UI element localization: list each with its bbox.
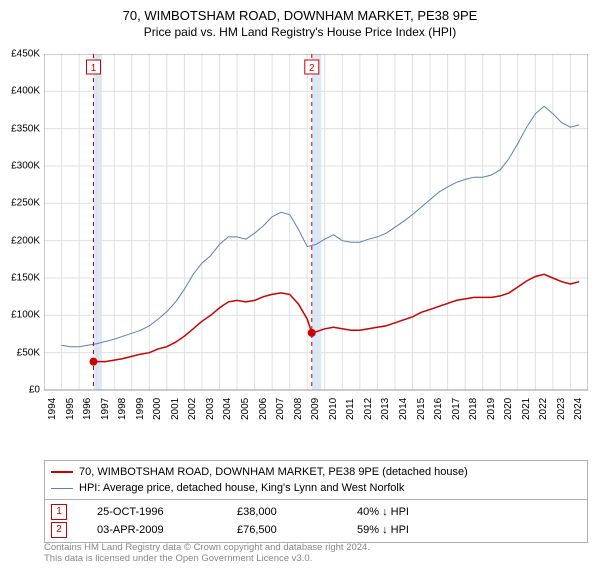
event-price: £76,500 (237, 521, 327, 539)
x-tick-label: 2001 (170, 398, 181, 420)
y-tick-label: £50K (17, 347, 40, 358)
x-tick-label: 2017 (451, 398, 462, 420)
event-row: 2 03-APR-2009 £76,500 59% ↓ HPI (51, 521, 581, 539)
x-tick-label: 2013 (380, 398, 391, 420)
legend-item: 70, WIMBOTSHAM ROAD, DOWNHAM MARKET, PE3… (51, 464, 581, 480)
x-tick-label: 1995 (65, 398, 76, 420)
legend-label: 70, WIMBOTSHAM ROAD, DOWNHAM MARKET, PE3… (79, 464, 468, 480)
y-tick-label: £350K (11, 123, 40, 134)
x-tick-label: 2007 (275, 398, 286, 420)
svg-text:1: 1 (91, 63, 97, 74)
x-tick-label: 2008 (293, 398, 304, 420)
event-marker: 1 (51, 504, 67, 520)
x-tick-label: 2000 (152, 398, 163, 420)
footer-line: Contains HM Land Registry data © Crown c… (44, 542, 588, 553)
x-tick-label: 2023 (556, 398, 567, 420)
legend-swatch (51, 488, 73, 489)
x-tick-label: 2010 (328, 398, 339, 420)
x-tick-label: 2006 (258, 398, 269, 420)
chart-subtitle: Price paid vs. HM Land Registry's House … (0, 25, 600, 39)
x-tick-label: 1997 (100, 398, 111, 420)
y-tick-label: £250K (11, 198, 40, 209)
x-tick-label: 2003 (205, 398, 216, 420)
x-tick-label: 2014 (398, 398, 409, 420)
x-tick-label: 2016 (433, 398, 444, 420)
x-tick-label: 2012 (363, 398, 374, 420)
x-tick-label: 2004 (222, 398, 233, 420)
x-tick-label: 2019 (486, 398, 497, 420)
x-tick-label: 2011 (345, 398, 356, 420)
chart-title: 70, WIMBOTSHAM ROAD, DOWNHAM MARKET, PE3… (0, 8, 600, 23)
x-tick-label: 2005 (240, 398, 251, 420)
chart-svg: 12 (44, 54, 588, 414)
svg-text:2: 2 (309, 63, 315, 74)
x-tick-label: 1999 (135, 398, 146, 420)
x-tick-label: 2002 (187, 398, 198, 420)
chart-plot-area: 12 (44, 54, 588, 414)
x-tick-label: 2020 (503, 398, 514, 420)
legend: 70, WIMBOTSHAM ROAD, DOWNHAM MARKET, PE3… (44, 460, 588, 500)
y-tick-label: £0 (29, 385, 40, 396)
x-tick-label: 2009 (310, 398, 321, 420)
legend-label: HPI: Average price, detached house, King… (79, 480, 404, 496)
event-hpi: 40% ↓ HPI (357, 503, 457, 521)
y-tick-label: £450K (11, 49, 40, 60)
x-tick-label: 1998 (117, 398, 128, 420)
legend-item: HPI: Average price, detached house, King… (51, 480, 581, 496)
events-table: 1 25-OCT-1996 £38,000 40% ↓ HPI 2 03-APR… (44, 499, 588, 543)
footer-line: This data is licensed under the Open Gov… (44, 553, 588, 564)
y-tick-label: £150K (11, 273, 40, 284)
x-tick-label: 2021 (521, 398, 532, 420)
footer: Contains HM Land Registry data © Crown c… (44, 542, 588, 564)
event-row: 1 25-OCT-1996 £38,000 40% ↓ HPI (51, 503, 581, 521)
x-tick-label: 1994 (47, 398, 58, 420)
legend-swatch (51, 471, 73, 473)
y-tick-label: £100K (11, 310, 40, 321)
event-marker: 2 (51, 522, 67, 538)
x-tick-label: 2022 (538, 398, 549, 420)
x-tick-label: 1996 (82, 398, 93, 420)
event-hpi: 59% ↓ HPI (357, 521, 457, 539)
event-date: 25-OCT-1996 (97, 503, 207, 521)
event-price: £38,000 (237, 503, 327, 521)
x-tick-label: 2024 (573, 398, 584, 420)
x-tick-label: 2015 (416, 398, 427, 420)
y-tick-label: £300K (11, 161, 40, 172)
y-tick-label: £400K (11, 86, 40, 97)
y-tick-label: £200K (11, 235, 40, 246)
event-date: 03-APR-2009 (97, 521, 207, 539)
x-tick-label: 2018 (468, 398, 479, 420)
chart-container: 70, WIMBOTSHAM ROAD, DOWNHAM MARKET, PE3… (0, 8, 600, 568)
